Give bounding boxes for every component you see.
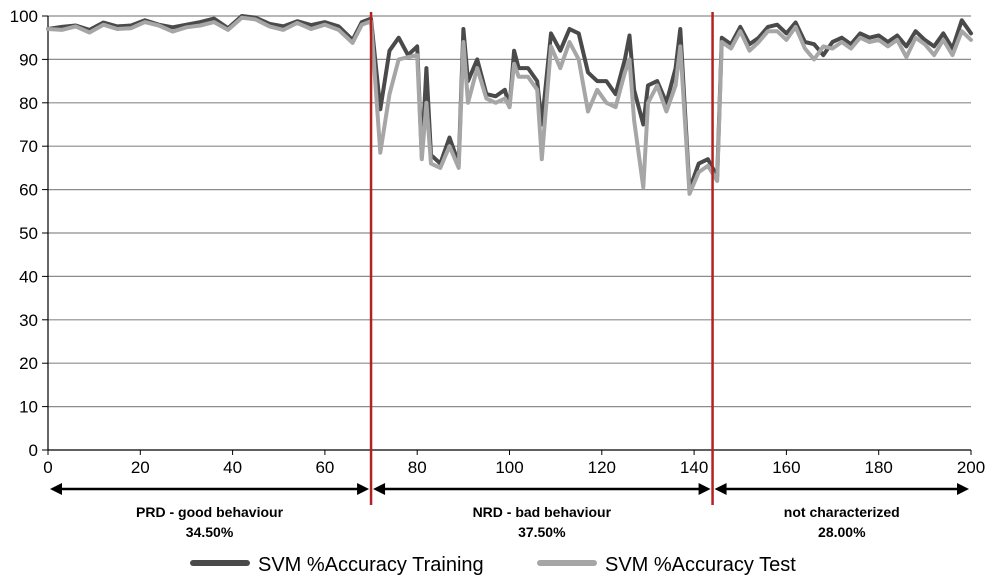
- x-tick-label: 160: [772, 458, 800, 477]
- x-tick-label: 80: [408, 458, 427, 477]
- y-tick-label: 100: [10, 7, 38, 26]
- y-tick-label: 60: [19, 181, 38, 200]
- region-label: not characterized: [784, 504, 900, 520]
- y-tick-label: 50: [19, 224, 38, 243]
- x-tick-label: 200: [957, 458, 985, 477]
- y-tick-label: 0: [29, 441, 38, 460]
- region-arrow-left-head: [50, 483, 62, 495]
- y-tick-label: 90: [19, 50, 38, 69]
- x-tick-label: 60: [315, 458, 334, 477]
- y-tick-label: 30: [19, 311, 38, 330]
- x-tick-label: 40: [223, 458, 242, 477]
- region-annotations: PRD - good behaviour 34.50% NRD - bad beha…: [50, 483, 969, 540]
- y-tick-labels: 0 10 20 30 40 50 60 70 80 90 100: [10, 7, 38, 460]
- x-tick-label: 100: [495, 458, 523, 477]
- region-label: NRD - bad behaviour: [473, 504, 612, 520]
- region-arrow-left-head: [714, 483, 727, 495]
- region-percentage: 37.50%: [518, 524, 566, 540]
- region-label: PRD - good behaviour: [136, 504, 284, 520]
- series-line-training: [46, 14, 973, 192]
- region-arrow-right-head: [698, 483, 711, 495]
- region-dividers: [369, 12, 714, 505]
- y-tick-label: 10: [19, 398, 38, 417]
- region-percentage: 34.50%: [186, 524, 234, 540]
- gridlines: [48, 15, 971, 408]
- legend-label-training: SVM %Accuracy Training: [258, 554, 484, 575]
- region-arrow-left-head: [373, 483, 386, 495]
- y-tick-label: 20: [19, 354, 38, 373]
- x-tick-label: 140: [680, 458, 708, 477]
- legend-label-test: SVM %Accuracy Test: [605, 554, 796, 575]
- x-tick-labels: 0 20 40 60 80 100 120 140 160 180 200: [43, 458, 985, 477]
- series-line-test: [46, 15, 973, 196]
- axes: [42, 15, 972, 455]
- legend: SVM %Accuracy Training SVM %Accuracy Test: [190, 554, 796, 575]
- y-tick-label: 70: [19, 137, 38, 156]
- x-tick-label: 180: [865, 458, 893, 477]
- x-tick-label: 120: [588, 458, 616, 477]
- region-percentage: 28.00%: [818, 524, 866, 540]
- region-arrow-right-head: [957, 483, 969, 495]
- y-tick-label: 80: [19, 94, 38, 113]
- x-tick-label: 20: [131, 458, 150, 477]
- series-lines: [46, 14, 973, 196]
- y-tick-label: 40: [19, 267, 38, 286]
- x-tick-label: 0: [43, 458, 52, 477]
- region-arrow-right-head: [357, 483, 370, 495]
